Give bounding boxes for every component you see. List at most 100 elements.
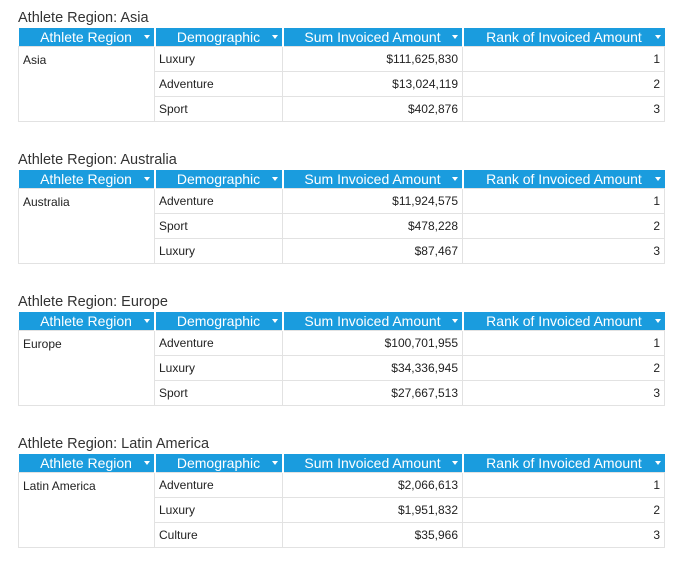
chevron-down-icon[interactable] — [143, 177, 150, 181]
demographic-cell: Adventure — [154, 330, 283, 356]
table-header-row: Athlete Region Demographic Sum Invoiced … — [18, 454, 665, 473]
rank-cell: 2 — [462, 213, 665, 239]
table-row: Sport $478,228 2 — [19, 213, 665, 239]
table-header-row: Athlete Region Demographic Sum Invoiced … — [18, 28, 665, 47]
column-header-demographic[interactable]: Demographic — [154, 312, 284, 331]
column-header-label: Demographic — [176, 171, 261, 187]
table-row: Latin America Adventure $2,066,613 1 — [18, 472, 665, 548]
chevron-down-icon[interactable] — [143, 461, 150, 465]
amount-cell: $478,228 — [282, 213, 463, 239]
table-row: Luxury $34,336,945 2 — [19, 355, 665, 381]
amount-cell: $2,066,613 — [282, 472, 463, 498]
amount-cell: $34,336,945 — [282, 355, 463, 381]
rank-cell: 1 — [462, 472, 665, 498]
column-header-athlete-region[interactable]: Athlete Region — [18, 28, 156, 47]
table-row: Sport $402,876 3 — [19, 96, 665, 122]
column-header-sum-invoiced[interactable]: Sum Invoiced Amount — [282, 28, 464, 47]
chevron-down-icon[interactable] — [451, 177, 458, 181]
table-row: Luxury $1,951,832 2 — [19, 497, 665, 523]
amount-cell: $13,024,119 — [282, 71, 463, 97]
column-header-rank-invoiced[interactable]: Rank of Invoiced Amount — [462, 28, 665, 47]
column-header-sum-invoiced[interactable]: Sum Invoiced Amount — [282, 454, 464, 473]
rank-cell: 2 — [462, 355, 665, 381]
amount-cell: $100,701,955 — [282, 330, 463, 356]
region-table: Athlete Region Demographic Sum Invoiced … — [18, 454, 665, 548]
amount-cell: $35,966 — [282, 522, 463, 548]
section-title: Athlete Region: Asia — [18, 10, 149, 26]
amount-cell: $111,625,830 — [282, 46, 463, 72]
amount-cell: $402,876 — [282, 96, 463, 122]
region-table: Athlete Region Demographic Sum Invoiced … — [18, 170, 665, 264]
rank-cell: 3 — [462, 522, 665, 548]
section-title: Athlete Region: Latin America — [18, 436, 210, 452]
column-header-label: Athlete Region — [40, 455, 132, 471]
demographic-cell: Sport — [154, 96, 283, 122]
demographic-cell: Sport — [154, 380, 283, 406]
region-table: Athlete Region Demographic Sum Invoiced … — [18, 28, 665, 122]
demographic-cell: Luxury — [154, 497, 283, 523]
rank-cell: 3 — [462, 380, 665, 406]
demographic-cell: Luxury — [154, 46, 283, 72]
region-cell: Latin America — [18, 472, 155, 548]
column-header-demographic[interactable]: Demographic — [154, 170, 284, 189]
table-row: Culture $35,966 3 — [19, 522, 665, 548]
column-header-label: Demographic — [176, 29, 261, 45]
column-header-label: Rank of Invoiced Amount — [486, 171, 642, 187]
chevron-down-icon[interactable] — [654, 35, 661, 39]
chevron-down-icon[interactable] — [654, 177, 661, 181]
chevron-down-icon[interactable] — [143, 35, 150, 39]
region-section-asia: Athlete Region: Asia Athlete Region Demo… — [18, 8, 665, 122]
region-section-australia: Athlete Region: Australia Athlete Region… — [18, 150, 665, 264]
column-header-label: Athlete Region — [40, 313, 132, 329]
column-header-athlete-region[interactable]: Athlete Region — [18, 454, 156, 473]
table-header-row: Athlete Region Demographic Sum Invoiced … — [18, 170, 665, 189]
column-header-label: Rank of Invoiced Amount — [486, 455, 642, 471]
chevron-down-icon[interactable] — [271, 461, 278, 465]
column-header-label: Sum Invoiced Amount — [304, 313, 441, 329]
column-header-demographic[interactable]: Demographic — [154, 28, 284, 47]
column-header-label: Rank of Invoiced Amount — [486, 313, 642, 329]
demographic-cell: Adventure — [154, 71, 283, 97]
region-table: Athlete Region Demographic Sum Invoiced … — [18, 312, 665, 406]
table-row: Luxury $87,467 3 — [19, 238, 665, 264]
region-cell: Europe — [18, 330, 155, 406]
chevron-down-icon[interactable] — [451, 461, 458, 465]
chevron-down-icon[interactable] — [143, 319, 150, 323]
amount-cell: $87,467 — [282, 238, 463, 264]
table-row: Asia Luxury $111,625,830 1 — [18, 46, 665, 122]
demographic-cell: Culture — [154, 522, 283, 548]
chevron-down-icon[interactable] — [271, 177, 278, 181]
column-header-label: Rank of Invoiced Amount — [486, 29, 642, 45]
rank-cell: 3 — [462, 238, 665, 264]
chevron-down-icon[interactable] — [451, 319, 458, 323]
section-title: Athlete Region: Europe — [18, 294, 168, 310]
chevron-down-icon[interactable] — [654, 319, 661, 323]
amount-cell: $1,951,832 — [282, 497, 463, 523]
chevron-down-icon[interactable] — [654, 461, 661, 465]
column-header-label: Demographic — [176, 455, 261, 471]
table-row: Australia Adventure $11,924,575 1 — [18, 188, 665, 264]
chevron-down-icon[interactable] — [271, 319, 278, 323]
column-header-sum-invoiced[interactable]: Sum Invoiced Amount — [282, 312, 464, 331]
demographic-cell: Adventure — [154, 188, 283, 214]
demographic-cell: Sport — [154, 213, 283, 239]
column-header-athlete-region[interactable]: Athlete Region — [18, 170, 156, 189]
chevron-down-icon[interactable] — [271, 35, 278, 39]
column-header-sum-invoiced[interactable]: Sum Invoiced Amount — [282, 170, 464, 189]
demographic-cell: Adventure — [154, 472, 283, 498]
rank-cell: 2 — [462, 497, 665, 523]
column-header-label: Sum Invoiced Amount — [304, 455, 441, 471]
column-header-demographic[interactable]: Demographic — [154, 454, 284, 473]
rank-cell: 3 — [462, 96, 665, 122]
rank-cell: 2 — [462, 71, 665, 97]
chevron-down-icon[interactable] — [451, 35, 458, 39]
rank-cell: 1 — [462, 188, 665, 214]
column-header-rank-invoiced[interactable]: Rank of Invoiced Amount — [462, 170, 665, 189]
region-cell: Australia — [18, 188, 155, 264]
column-header-label: Athlete Region — [40, 171, 132, 187]
column-header-rank-invoiced[interactable]: Rank of Invoiced Amount — [462, 312, 665, 331]
amount-cell: $11,924,575 — [282, 188, 463, 214]
column-header-athlete-region[interactable]: Athlete Region — [18, 312, 156, 331]
column-header-rank-invoiced[interactable]: Rank of Invoiced Amount — [462, 454, 665, 473]
amount-cell: $27,667,513 — [282, 380, 463, 406]
